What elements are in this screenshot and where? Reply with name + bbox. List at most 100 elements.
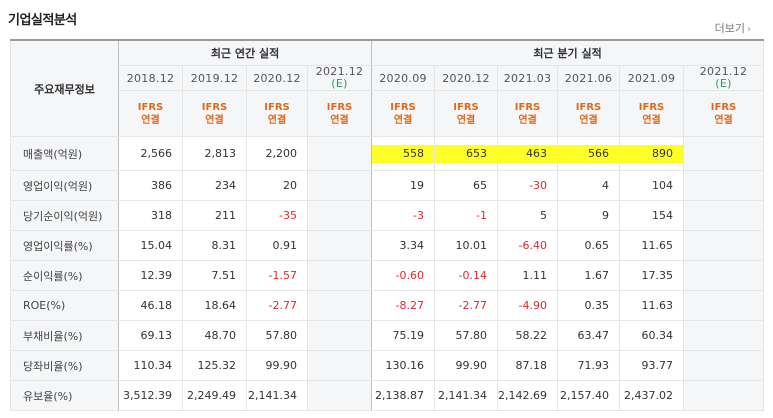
basis-scope: 연결 <box>642 114 661 126</box>
table-cell: 234 <box>182 170 247 201</box>
table-cell <box>683 290 765 321</box>
table-row: 순이익률(%) 12.39 7.51 -1.57 -0.60 -0.14 1.11 1.67 1… <box>10 260 765 291</box>
table-cell: 4 <box>557 170 621 201</box>
table-cell: 5 <box>497 200 559 231</box>
table-cell: 2,141.34 <box>434 380 499 411</box>
table-cell: 1.11 <box>497 260 559 291</box>
table-cell <box>306 170 373 201</box>
table-cell: 3.34 <box>371 230 436 261</box>
row-label: 당기순이익(억원) <box>10 200 119 231</box>
table-cell: 2,200 <box>246 136 308 171</box>
table-cell <box>306 136 373 171</box>
period-label: 2020.12 <box>253 71 301 85</box>
basis-header: IFRS 연결 <box>497 90 559 137</box>
table-cell: 0.65 <box>557 230 621 261</box>
row-label: 순이익률(%) <box>10 260 119 291</box>
table-row: 영업이익률(%) 15.04 8.31 0.91 3.34 10.01 -6.40 0.65 1… <box>10 230 765 261</box>
table-cell: 318 <box>118 200 183 231</box>
table-cell: 19 <box>371 170 436 201</box>
basis-scope: 연결 <box>579 114 598 126</box>
period-header: 2020.12 <box>434 65 499 91</box>
table-cell: -0.14 <box>434 260 499 291</box>
table-cell: 566 <box>557 136 621 171</box>
table-cell: -6.40 <box>497 230 559 261</box>
table-cell: 60.34 <box>619 320 685 351</box>
table-cell: 653 <box>434 136 499 171</box>
basis-header: IFRS 연결 <box>683 90 765 137</box>
table-cell: 890 <box>619 136 685 171</box>
period-header: 2021.12 (E) <box>683 65 765 91</box>
table-cell: -2.77 <box>246 290 308 321</box>
table-cell: 2,566 <box>118 136 183 171</box>
period-header: 2020.12 <box>246 65 308 91</box>
table-row: ROE(%) 46.18 18.64 -2.77 -8.27 -2.77 -4.90 0.35… <box>10 290 765 321</box>
table-cell: -2.77 <box>434 290 499 321</box>
more-link[interactable]: 더보기 › <box>715 20 751 36</box>
table-cell: 63.47 <box>557 320 621 351</box>
chevron-right-icon: › <box>747 24 751 35</box>
table-cell <box>683 350 765 381</box>
table-cell: 87.18 <box>497 350 559 381</box>
table-cell: 2,142.69 <box>497 380 559 411</box>
table-cell: -35 <box>246 200 308 231</box>
basis-standard: IFRS <box>575 101 602 113</box>
table-cell: 0.35 <box>557 290 621 321</box>
period-label: 2021.03 <box>503 71 552 85</box>
table-row: 부채비율(%) 69.13 48.70 57.80 75.19 57.80 58.22 63.… <box>10 320 765 351</box>
table-cell <box>306 290 373 321</box>
table-cell: 2,813 <box>182 136 247 171</box>
period-header: 2021.12 (E) <box>306 65 373 91</box>
basis-scope: 연결 <box>330 114 349 126</box>
basis-standard: IFRS <box>453 101 479 113</box>
table-cell: 12.39 <box>118 260 183 291</box>
table-cell: 46.18 <box>118 290 183 321</box>
basis-standard: IFRS <box>201 101 228 113</box>
row-label: 영업이익률(%) <box>10 230 119 261</box>
period-header: 2021.06 <box>557 65 621 91</box>
table-cell: 11.63 <box>619 290 685 321</box>
basis-header: IFRS 연결 <box>371 90 436 137</box>
table-cell: 11.65 <box>619 230 685 261</box>
table-cell <box>683 320 765 351</box>
table-cell: 9 <box>557 200 621 231</box>
period-label: 2018.12 <box>126 71 175 85</box>
annual-group-header: 최근 연간 실적 <box>117 39 373 66</box>
estimate-marker: (E) <box>715 77 732 90</box>
table-cell <box>306 320 373 351</box>
basis-standard: IFRS <box>326 101 353 113</box>
table-cell: -30 <box>497 170 559 201</box>
table-cell: 3,512.39 <box>118 380 183 411</box>
period-label: 2019.12 <box>190 71 239 85</box>
estimate-marker: (E) <box>331 77 348 90</box>
table-cell: -1 <box>434 200 499 231</box>
table-cell: 211 <box>182 200 247 231</box>
table-row: 매출액(억원) 2,566 2,813 2,200 558 653 463 566 890 <box>10 136 765 171</box>
table-cell <box>306 230 373 261</box>
table-cell: 386 <box>118 170 183 201</box>
period-header: 2020.09 <box>371 65 436 91</box>
table-cell <box>683 170 765 201</box>
table-cell: 15.04 <box>118 230 183 261</box>
basis-standard: IFRS <box>638 101 665 113</box>
table-cell: 58.22 <box>497 320 559 351</box>
table-cell: 104 <box>619 170 685 201</box>
table-cell: 17.35 <box>619 260 685 291</box>
table-cell: 2,138.87 <box>371 380 436 411</box>
table-cell: 10.01 <box>434 230 499 261</box>
period-label: 2020.12 <box>442 71 490 85</box>
period-header: 2018.12 <box>118 65 183 91</box>
table-row: 유보율(%) 3,512.39 2,249.49 2,141.34 2,138.87 2,… <box>10 380 765 411</box>
basis-scope: 연결 <box>141 114 160 126</box>
row-label: 당좌비율(%) <box>10 350 119 381</box>
table-cell: -1.57 <box>246 260 308 291</box>
table-cell: 154 <box>619 200 685 231</box>
table-cell: 2,157.40 <box>557 380 621 411</box>
basis-header: IFRS 연결 <box>246 90 308 137</box>
corner-header: 주요재무정보 <box>10 39 119 137</box>
table-cell: 463 <box>497 136 559 171</box>
basis-header: IFRS 연결 <box>182 90 247 137</box>
quarter-group-header: 최근 분기 실적 <box>371 39 765 66</box>
basis-header: IFRS 연결 <box>619 90 685 137</box>
table-cell: 2,249.49 <box>182 380 247 411</box>
